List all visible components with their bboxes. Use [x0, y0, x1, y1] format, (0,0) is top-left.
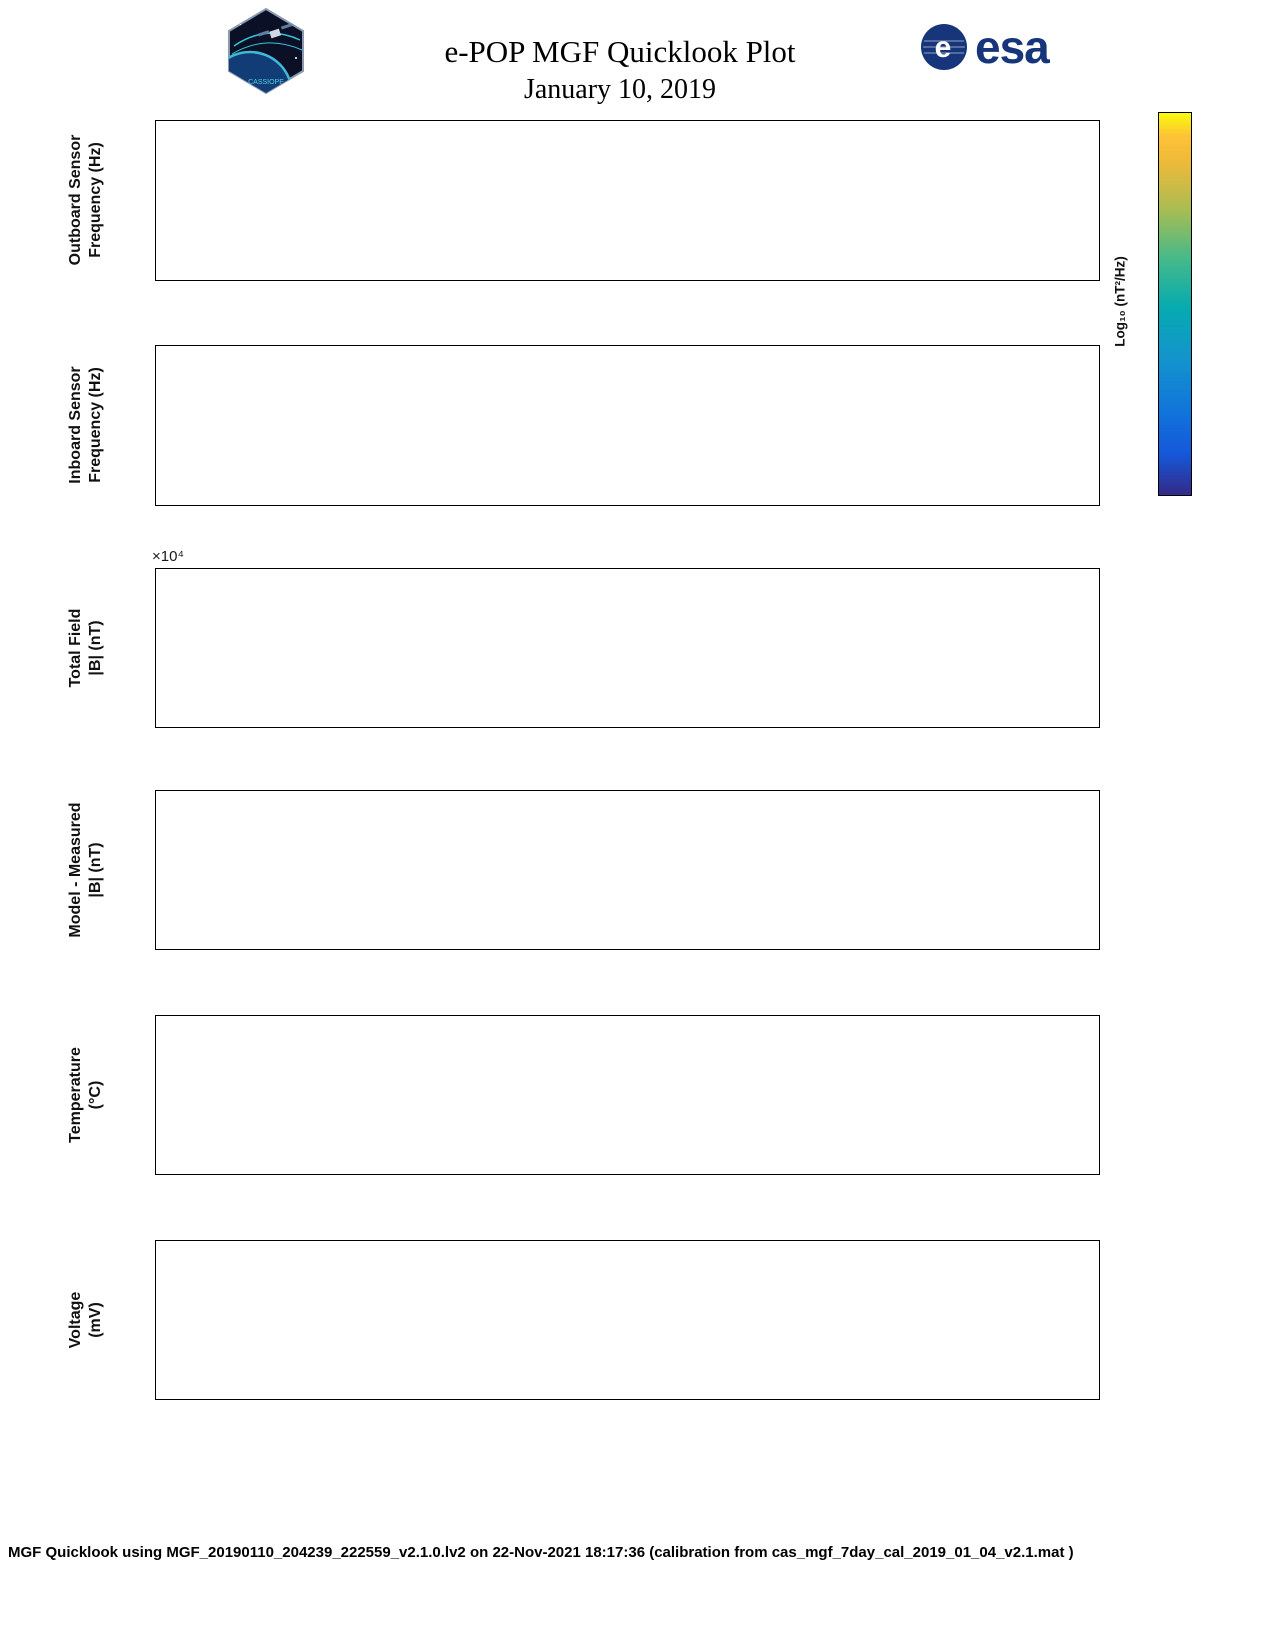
colorbar-gradient-canvas [1159, 113, 1191, 495]
outboard-spectrogram-y-ticks [96, 121, 146, 280]
y-label-line: Voltage [67, 1291, 84, 1349]
total-field-y-ticks [96, 569, 146, 727]
mission-logo: CASSIOPE [228, 7, 304, 95]
model-measured-panel [155, 790, 1100, 950]
colorbar-tick-marks [1148, 113, 1157, 495]
outboard-spectrogram-panel [155, 120, 1100, 281]
temperature-panel [155, 1015, 1100, 1175]
satellite-icon [257, 23, 293, 39]
mission-name-text: CASSIOPE [248, 79, 284, 86]
colorbar-axis-label: Log₁₀ (nT²/Hz) [1112, 256, 1128, 347]
total-field-panel [155, 568, 1100, 728]
processing-footnote: MGF Quicklook using MGF_20190110_204239_… [8, 1544, 1074, 1561]
esa-logo: e esa [920, 20, 1050, 74]
earth-icon [229, 52, 292, 93]
model-measured-canvas [156, 791, 1099, 949]
inboard-spectrogram-canvas [156, 346, 1099, 505]
voltage-panel [155, 1240, 1100, 1400]
esa-wordmark: esa [975, 21, 1050, 73]
total-field-canvas [156, 569, 1099, 727]
outboard-spectrogram-canvas [156, 121, 1099, 280]
page-title: e-POP MGF Quicklook Plot [444, 34, 796, 69]
total-field-exponent-label: ×10⁴ [152, 548, 184, 565]
inboard-spectrogram-y-ticks [96, 346, 146, 505]
model-measured-y-ticks [96, 791, 146, 949]
esa-emblem-icon: e [921, 24, 967, 70]
inboard-spectrogram-panel [155, 345, 1100, 506]
header-titles: e-POP MGF Quicklook Plot January 10, 201… [280, 34, 960, 106]
voltage-y-ticks [96, 1241, 146, 1399]
plot-date: January 10, 2019 [523, 74, 717, 105]
temperature-y-ticks [96, 1016, 146, 1174]
colorbar [1158, 112, 1192, 496]
temperature-canvas [156, 1016, 1099, 1174]
voltage-canvas [156, 1241, 1099, 1399]
